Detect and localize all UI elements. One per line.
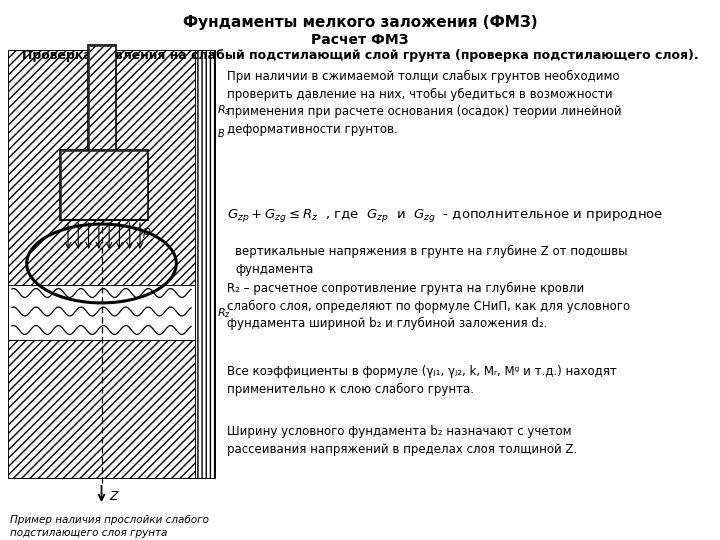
Text: $B$: $B$ bbox=[217, 127, 225, 139]
Text: Пример наличия прослойки слабого
подстилающего слоя грунта
основания: Пример наличия прослойки слабого подстил… bbox=[10, 515, 209, 540]
Bar bbox=[8, 50, 195, 478]
Text: $R_z$: $R_z$ bbox=[217, 306, 231, 320]
Bar bbox=[8, 285, 195, 340]
Text: $G_{zp} + G_{zg} \leq R_z$  , где  $G_{zp}$  и  $G_{zg}$  - дополнительное и при: $G_{zp} + G_{zg} \leq R_z$ , где $G_{zp}… bbox=[227, 207, 663, 224]
Bar bbox=[61, 151, 147, 219]
Bar bbox=[60, 150, 148, 220]
Text: Расчет ФМЗ: Расчет ФМЗ bbox=[311, 33, 409, 47]
Text: При наличии в сжимаемой толщи слабых грунтов необходимо
проверить давление на ни: При наличии в сжимаемой толщи слабых гру… bbox=[227, 70, 621, 136]
Bar bbox=[195, 50, 215, 478]
Text: R₂ – расчетное сопротивление грунта на глубине кровли
слабого слоя, определяют п: R₂ – расчетное сопротивление грунта на г… bbox=[227, 282, 630, 330]
Text: Z: Z bbox=[109, 490, 118, 503]
Bar bbox=[89, 46, 114, 149]
Text: Проверка давления на слабый подстилающий слой грунта (проверка подстилающего сло: Проверка давления на слабый подстилающий… bbox=[22, 49, 698, 62]
Text: p: p bbox=[142, 226, 150, 239]
Text: $R_{з}$: $R_{з}$ bbox=[217, 103, 230, 117]
Text: Фундаменты мелкого заложения (ФМЗ): Фундаменты мелкого заложения (ФМЗ) bbox=[183, 15, 537, 30]
Text: вертикальные напряжения в грунте на глубине Z от подошвы
фундамента: вертикальные напряжения в грунте на глуб… bbox=[235, 245, 628, 275]
Text: Ширину условного фундамента b₂ назначают с учетом
рассеивания напряжений в преде: Ширину условного фундамента b₂ назначают… bbox=[227, 425, 577, 456]
Text: Все коэффициенты в формуле (γⱼ₁, γⱼ₂, k, Mᵣ, Mᵍ и т.д.) находят
применительно к : Все коэффициенты в формуле (γⱼ₁, γⱼ₂, k,… bbox=[227, 365, 617, 396]
Bar bbox=[88, 45, 115, 150]
